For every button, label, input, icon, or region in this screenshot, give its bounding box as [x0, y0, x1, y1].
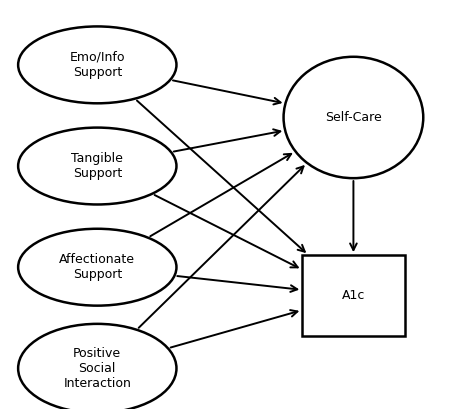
Text: Emo/Info
Support: Emo/Info Support [70, 51, 125, 79]
Text: Affectionate
Support: Affectionate Support [59, 253, 135, 281]
Circle shape [283, 57, 423, 178]
Ellipse shape [18, 229, 176, 306]
Ellipse shape [18, 26, 176, 103]
Ellipse shape [18, 324, 176, 413]
Text: Self-Care: Self-Care [325, 111, 382, 124]
Text: Positive
Social
Interaction: Positive Social Interaction [64, 347, 131, 390]
FancyBboxPatch shape [302, 255, 405, 336]
Text: Tangible
Support: Tangible Support [72, 152, 123, 180]
Text: A1c: A1c [342, 289, 365, 302]
Ellipse shape [18, 128, 176, 204]
